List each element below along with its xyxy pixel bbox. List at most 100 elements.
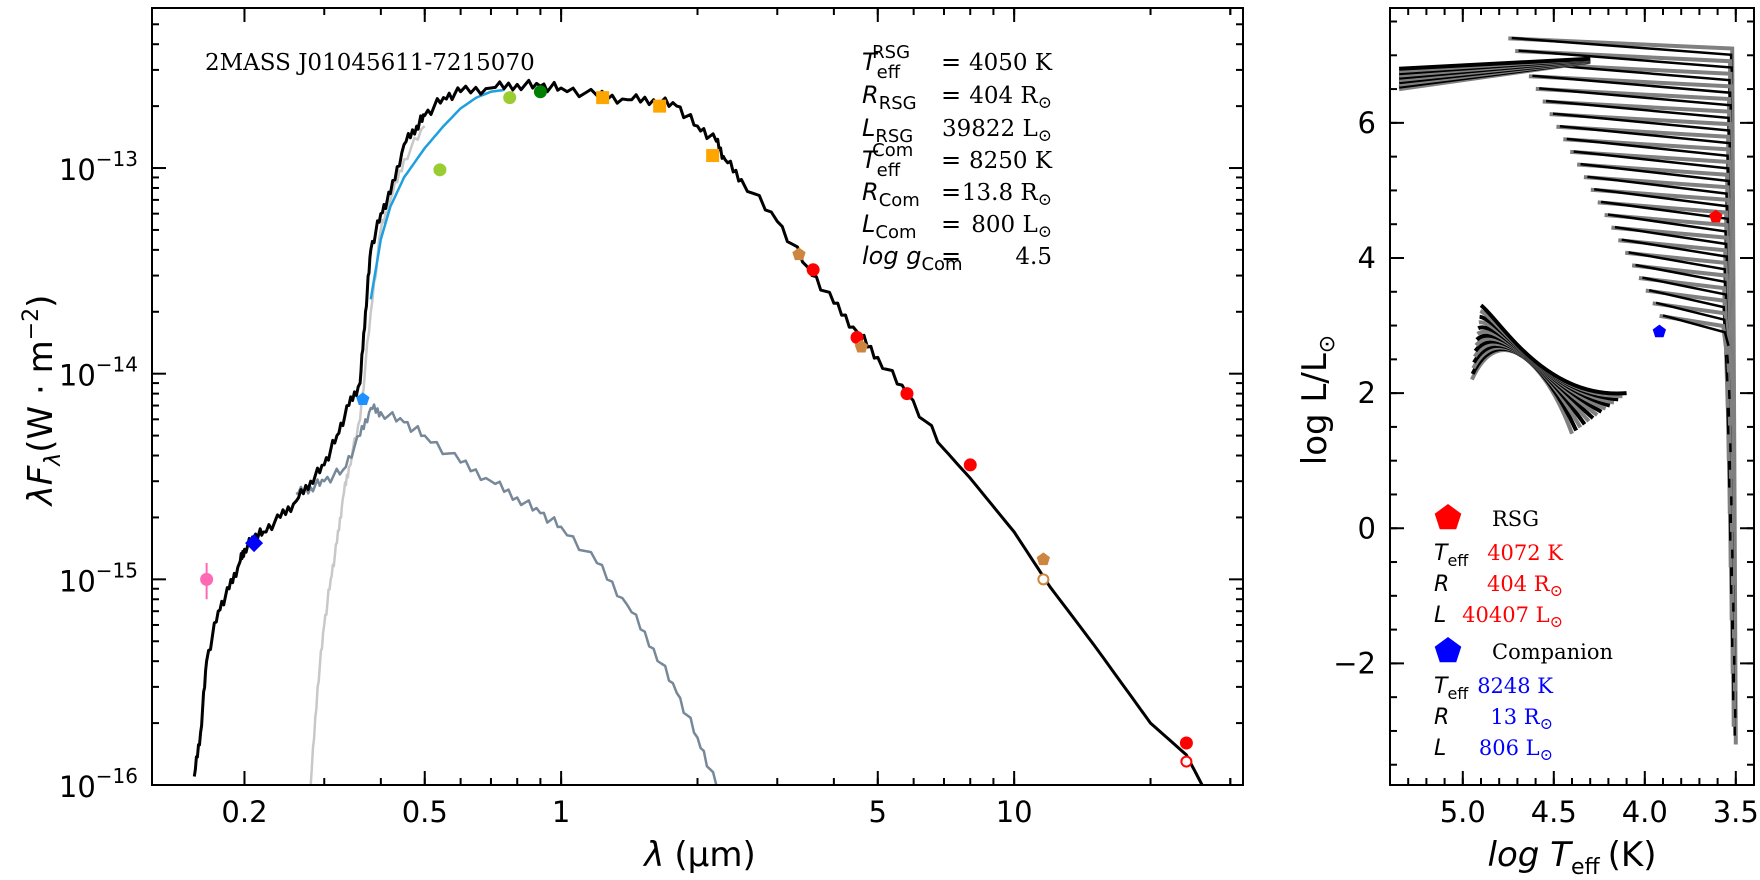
param-symbol: LCom [862, 210, 917, 243]
param-equals: = [941, 178, 961, 206]
sed-x-tick-label: 0.2 [221, 795, 267, 829]
hrd-panel: 5.0 4.5 4.0 3.5 6 4 2 0 −2 RSG Teff 4072 K R 404 R⊙ L… [1295, 7, 1759, 880]
photometry-point-8 [706, 149, 720, 163]
photometry-point-10 [806, 263, 820, 277]
legend-row-value: 806 L⊙ [1479, 736, 1553, 764]
series-companion-spectrum [295, 403, 718, 785]
legend-label-companion: Companion [1492, 640, 1613, 664]
sed-x-tick-label: 1 [552, 795, 570, 829]
sed-y-axis-label: λFλ(W · m−2) [19, 295, 66, 508]
hrd-y-tick-label: 0 [1358, 511, 1376, 545]
legend-row-symbol: R [1434, 705, 1449, 730]
photometry-point-17 [1179, 736, 1193, 750]
photometry-point-4 [503, 91, 517, 105]
photometry-point-3 [433, 163, 447, 177]
param-value: 13.8 R⊙ [962, 180, 1052, 210]
sed-y-axis-unit: (W · m [21, 340, 61, 452]
param-symbol: TeffRSG [862, 42, 910, 83]
photometry-point-1 [245, 534, 264, 553]
legend-row-value: 8248 K [1477, 674, 1553, 698]
param-equals: = [941, 81, 961, 109]
hrd-x-tick-label: 5.0 [1440, 795, 1486, 829]
legend-row-value: 40407 L⊙ [1462, 603, 1563, 631]
sed-y-axis-close: ) [21, 295, 61, 308]
photometry-point-2 [356, 392, 370, 405]
sed-x-axis-label: λ (μm) [642, 835, 755, 875]
sed-y-tick-label: 10−16 [59, 764, 138, 804]
sed-curves [192, 78, 1204, 785]
hrd-ticks: 5.0 4.5 4.0 3.5 6 4 2 0 −2 [1333, 8, 1759, 829]
hrd-loop-track [1479, 303, 1627, 396]
photometry-point-14 [963, 458, 977, 472]
photometry-point-18 [1180, 755, 1193, 768]
sed-photometry [200, 85, 1193, 768]
param-value: 8250 K [969, 148, 1053, 174]
sed-x-axis-symbol: λ [642, 835, 664, 875]
photometry-point-6 [596, 91, 610, 105]
sed-title: 2MASS J01045611-7215070 [205, 50, 535, 76]
hrd-point-companion [1652, 324, 1666, 338]
param-equals: = [941, 48, 961, 76]
sed-x-tick-label: 10 [996, 795, 1033, 829]
photometry-point-12 [854, 339, 868, 353]
series-total-model [192, 78, 1204, 785]
hrd-track [1662, 314, 1730, 347]
sed-panel: 0.2 0.5 1 5 10 10−13 10−14 10−15 10−16 2MASS J01… [19, 7, 1244, 875]
param-equals: = [941, 210, 961, 238]
sed-y-axis-sub: λ [41, 453, 66, 467]
param-value: 404 R⊙ [969, 83, 1052, 113]
hrd-track [1594, 188, 1733, 524]
param-value: 800 L⊙ [971, 212, 1052, 242]
hrd-tracks [1398, 36, 1738, 745]
sed-y-axis-unit-sup: −2 [19, 308, 44, 340]
param-value: 4.5 [1015, 244, 1052, 270]
legend-row-symbol: R [1434, 572, 1449, 597]
hrd-y-tick-label: 6 [1358, 106, 1376, 140]
hrd-track [1659, 313, 1729, 355]
legend-row-symbol: L [1434, 603, 1446, 628]
legend-row-symbol: Teff [1434, 541, 1469, 570]
hrd-x-axis-unit: (K) [1608, 835, 1657, 875]
series-rsg-spectrum [309, 125, 426, 785]
photometry-point-0 [200, 572, 214, 586]
param-value: 39822 L⊙ [942, 116, 1052, 146]
photometry-point-16 [1037, 573, 1050, 586]
legend-row-symbol: Teff [1434, 674, 1469, 703]
param-symbol: TeffCom [862, 140, 913, 181]
photometry-point-5 [533, 85, 547, 99]
legend-row-value: 404 R⊙ [1487, 572, 1563, 600]
param-symbol: log gCom [862, 242, 963, 275]
hrd-y-tick-label: 2 [1358, 376, 1376, 410]
legend-row-value: 4072 K [1487, 541, 1563, 565]
param-symbol: LRSG [862, 114, 913, 147]
hrd-y-axis-label: log L/L⊙ [1295, 335, 1340, 465]
hrd-x-tick-label: 3.5 [1713, 795, 1759, 829]
param-equals: = [941, 146, 961, 174]
legend-marker-rsg [1434, 504, 1462, 530]
sed-y-axis-symbol: λF [21, 465, 61, 507]
photometry-point-15 [1036, 552, 1050, 566]
hrd-point-rsg [1709, 209, 1723, 223]
hrd-top-track [1398, 56, 1591, 71]
hrd-x-tick-label: 4.5 [1531, 795, 1577, 829]
hrd-y-tick-label: −2 [1333, 646, 1376, 680]
hrd-track [1611, 225, 1733, 479]
sed-ticks: 0.2 0.5 1 5 10 10−13 10−14 10−15 10−16 [59, 8, 1243, 829]
hrd-track [1652, 301, 1731, 373]
series-observed-spectrum [369, 88, 505, 300]
sed-y-tick-label: 10−14 [59, 353, 138, 393]
hrd-x-tick-label: 4.0 [1622, 795, 1668, 829]
sed-y-tick-label: 10−15 [59, 558, 138, 598]
hrd-x-axis-label: log Teff (K) [1488, 835, 1657, 880]
hrd-y-axis-text: log L/L [1295, 353, 1335, 465]
photometry-point-9 [792, 247, 806, 261]
legend-marker-companion [1434, 637, 1462, 663]
hrd-x-axis-sub: eff [1571, 855, 1601, 880]
legend-label-rsg: RSG [1492, 507, 1539, 531]
hrd-x-axis-symbol: log T [1488, 835, 1574, 875]
hrd-points [1652, 209, 1723, 338]
param-value: 4050 K [969, 50, 1053, 76]
photometry-point-7 [653, 99, 667, 113]
param-symbol: RRSG [862, 81, 917, 114]
